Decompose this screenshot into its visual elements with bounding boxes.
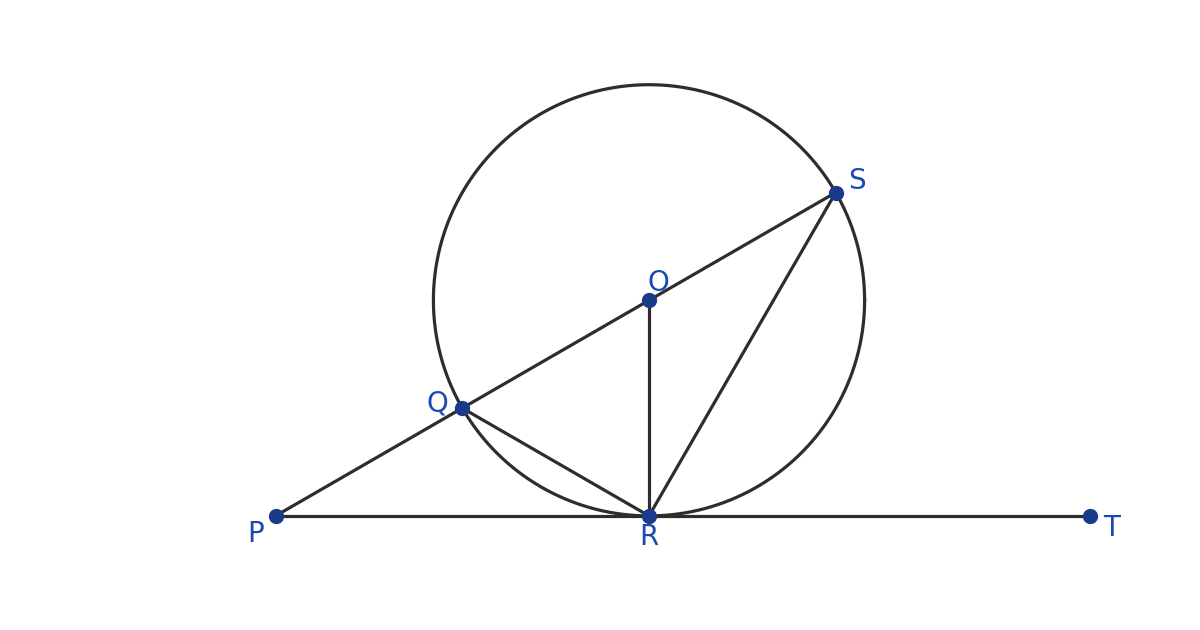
Text: T: T bbox=[1103, 513, 1120, 542]
Text: Q: Q bbox=[427, 389, 449, 417]
Text: O: O bbox=[648, 268, 670, 297]
Text: R: R bbox=[640, 524, 659, 551]
Point bbox=[266, 511, 286, 521]
Text: P: P bbox=[247, 520, 264, 547]
Point bbox=[640, 511, 659, 521]
Point bbox=[826, 188, 845, 198]
Point bbox=[1080, 511, 1099, 521]
Point bbox=[640, 295, 659, 306]
Text: S: S bbox=[848, 167, 866, 195]
Point bbox=[452, 403, 472, 413]
